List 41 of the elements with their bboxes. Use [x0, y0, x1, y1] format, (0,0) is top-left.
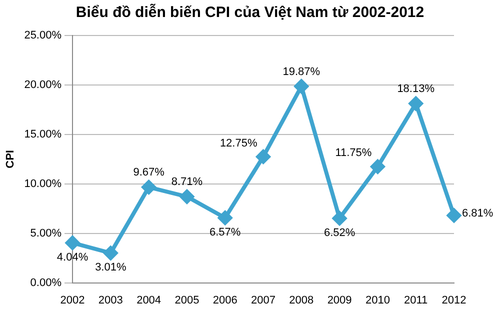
data-label: 6.57%	[210, 226, 241, 238]
data-label: 8.71%	[171, 176, 203, 188]
data-label: 19.87%	[282, 66, 320, 78]
chart-title: Biểu đồ diễn biến CPI của Việt Nam từ 2002-2012	[74, 4, 426, 21]
point	[104, 246, 118, 260]
data-label: 4.04%	[56, 251, 88, 264]
point	[218, 210, 232, 225]
point	[180, 190, 194, 204]
x-tick-label: 2009	[327, 294, 352, 306]
point	[66, 236, 80, 250]
data-label: 9.67%	[133, 166, 165, 179]
y-tick-label: 0.00%	[30, 276, 62, 289]
x-tick-label: 2005	[174, 294, 200, 306]
point	[447, 208, 461, 222]
data-label: 6.52%	[324, 226, 356, 239]
point	[142, 180, 156, 194]
x-tick-label: 2004	[136, 294, 162, 306]
point	[256, 150, 270, 164]
y-tick-label: 5.00%	[30, 227, 62, 240]
x-tick-label: 2006	[212, 294, 238, 306]
point	[370, 160, 385, 174]
x-tick-label: 2002	[60, 294, 85, 306]
data-label: 3.01%	[95, 262, 126, 274]
y-axis-title: CPI	[4, 150, 17, 168]
x-tick-label: 2003	[98, 294, 123, 306]
point	[332, 211, 347, 226]
data-label: 18.13%	[397, 83, 435, 96]
x-tick-label: 2010	[365, 294, 390, 306]
x-tick-label: 2012	[442, 294, 466, 306]
y-tick-label: 10.00%	[24, 178, 62, 190]
data-label: 12.75%	[220, 137, 258, 150]
y-tick-label: 15.00%	[24, 128, 62, 141]
point	[408, 96, 423, 111]
y-tick-label: 25.00%	[24, 30, 62, 42]
x-tick-label: 2008	[289, 294, 314, 306]
x-tick-label: 2007	[251, 294, 276, 306]
x-tick-label: 2011	[404, 294, 428, 306]
y-tick-label: 20.00%	[24, 79, 62, 92]
data-label: 6.81%	[462, 207, 494, 220]
point	[294, 79, 308, 94]
data-label: 11.75%	[335, 147, 372, 160]
